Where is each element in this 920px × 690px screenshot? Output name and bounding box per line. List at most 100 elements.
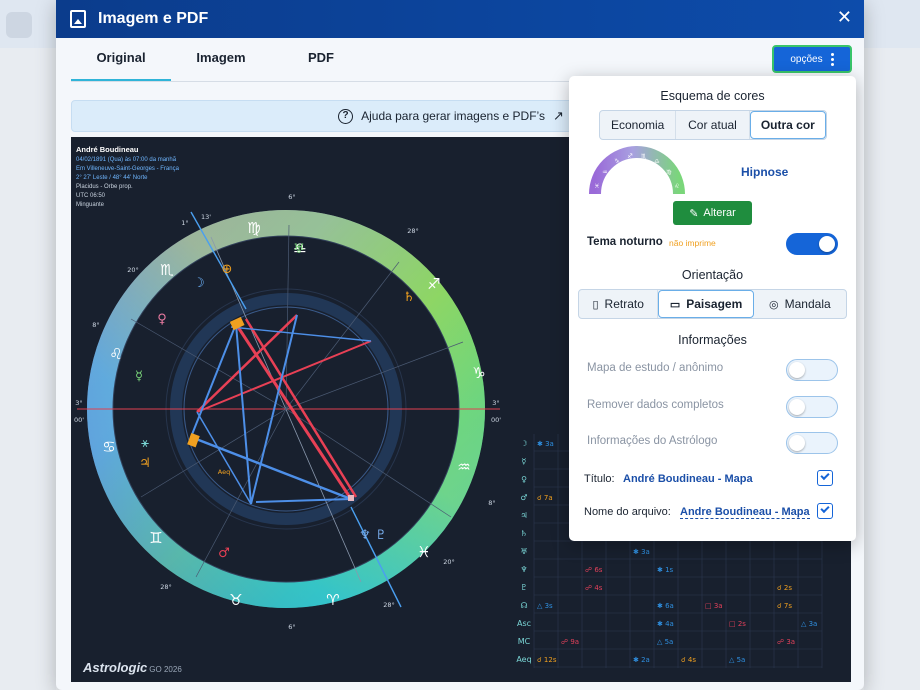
mc-degree: 6° bbox=[288, 193, 295, 201]
toggle-remover-dados[interactable] bbox=[786, 396, 838, 418]
desc-degree: 3° bbox=[492, 399, 499, 407]
toggle-label-astrologo: Informações do Astrólogo bbox=[587, 435, 718, 447]
aspect-grid-row-label: ♆ bbox=[520, 565, 527, 574]
orientation-title: Orientação bbox=[681, 268, 744, 282]
color-scheme-gauge: ♓♒ ♑ ♐ ♏ ♎ ♍♌ bbox=[589, 146, 685, 195]
landscape-icon: ▭ bbox=[669, 298, 681, 311]
aspect-grid-cell: ☍ 4s bbox=[585, 584, 603, 592]
chart-name: André Boudineau bbox=[76, 145, 139, 154]
svg-text:♀: ♀ bbox=[157, 312, 167, 327]
background-right-column bbox=[864, 48, 920, 690]
aspect-grid-row-label: Aeq bbox=[516, 655, 531, 664]
tab-pdf[interactable]: PDF bbox=[308, 50, 334, 65]
close-icon[interactable]: ✕ bbox=[836, 7, 852, 28]
svg-text:20°: 20° bbox=[443, 558, 455, 566]
night-theme-note: não imprime bbox=[669, 238, 716, 248]
aspect-grid-cell: ☍ 3a bbox=[777, 638, 795, 646]
chart-system: Placidus - Orbe prop. bbox=[76, 184, 133, 190]
copy-check-icon[interactable] bbox=[817, 470, 833, 486]
svg-text:♎: ♎ bbox=[293, 239, 306, 257]
svg-text:♓: ♓ bbox=[417, 543, 430, 561]
orientation-paisagem[interactable]: ▭ Paisagem bbox=[658, 290, 754, 318]
svg-text:♊: ♊ bbox=[149, 529, 162, 547]
aspect-grid-row-label: ♇ bbox=[520, 583, 527, 592]
aspect-grid-cell: ☍ 9a bbox=[561, 638, 579, 646]
toggle-info-astrologo[interactable] bbox=[786, 432, 838, 454]
svg-text:♑: ♑ bbox=[472, 364, 485, 382]
tab-original[interactable]: Original bbox=[71, 38, 171, 82]
chart-wheel: ♍ ♎ ♐ ♑ ♒ ♓ ♈ ♉ ♊ ♋ ♌ ♏ ☽ ⊕ ♀ ☿ ⚹ ♃ ♂ ♄ ♇ ♆ ♅ bbox=[74, 193, 501, 631]
aspect-grid-cell: ✱ 3a bbox=[537, 440, 554, 448]
orientation-selector: ▯ Retrato ▭ Paisagem ◎ Mandala bbox=[578, 289, 847, 319]
aspect-grid-cell: ☌ 2s bbox=[777, 584, 792, 592]
background-left-column bbox=[0, 12, 56, 690]
aspect-grid-row-label: Asc bbox=[517, 619, 531, 628]
alterar-button[interactable]: ✎ Alterar bbox=[673, 201, 752, 225]
question-icon: ? bbox=[338, 108, 354, 124]
svg-text:♏: ♏ bbox=[160, 261, 174, 279]
title-value[interactable]: André Boudineau - Mapa bbox=[623, 473, 753, 485]
toggle-label-estudo: Mapa de estudo / anônimo bbox=[587, 362, 724, 374]
aspect-grid-cell: ✱ 4a bbox=[657, 620, 674, 628]
options-button[interactable]: opções bbox=[772, 45, 852, 73]
svg-text:♌: ♌ bbox=[109, 345, 122, 363]
chart-date: 04/02/1891 (Qua) às 07:00 da manhã bbox=[76, 157, 177, 163]
svg-text:♋: ♋ bbox=[102, 438, 115, 456]
svg-text:13': 13' bbox=[201, 213, 211, 221]
svg-text:♓: ♓ bbox=[594, 183, 599, 190]
aspect-grid-cell: △ 5a bbox=[657, 638, 673, 646]
filename-value[interactable]: Andre Boudineau - Mapa bbox=[680, 506, 810, 519]
portrait-icon: ▯ bbox=[592, 298, 599, 311]
svg-text:♃: ♃ bbox=[139, 456, 151, 471]
aeq-label: Aeq bbox=[218, 468, 230, 476]
toggle-label-remover: Remover dados completos bbox=[587, 399, 724, 411]
help-text: Ajuda para gerar imagens e PDF’s bbox=[361, 109, 545, 123]
chart-info: André Boudineau 04/02/1891 (Qua) às 07:0… bbox=[76, 145, 179, 210]
external-arrow-icon: ↗ bbox=[552, 108, 564, 124]
svg-text:♐: ♐ bbox=[627, 153, 632, 160]
modal-title: Imagem e PDF bbox=[98, 10, 209, 27]
tab-imagem[interactable]: Imagem bbox=[196, 50, 246, 65]
svg-text:♌: ♌ bbox=[674, 183, 679, 190]
svg-text:28°: 28° bbox=[160, 583, 172, 591]
svg-text:♒: ♒ bbox=[457, 458, 470, 476]
mandala-icon: ◎ bbox=[769, 298, 779, 311]
tab-bar: Original Imagem PDF bbox=[71, 38, 864, 82]
svg-text:♄: ♄ bbox=[403, 290, 415, 305]
svg-text:♍: ♍ bbox=[247, 219, 260, 237]
tab-divider bbox=[71, 81, 851, 82]
copy-check-icon[interactable] bbox=[817, 503, 833, 519]
scheme-name: Hipnose bbox=[741, 165, 789, 179]
aspect-grid-cell: ✱ 3a bbox=[633, 548, 650, 556]
svg-text:20°: 20° bbox=[127, 266, 139, 274]
aspect-grid-cell: △ 3a bbox=[801, 620, 817, 628]
scheme-outra-cor[interactable]: Outra cor bbox=[749, 111, 826, 139]
chart-moon-phase: Minguante bbox=[76, 202, 105, 208]
svg-text:28°: 28° bbox=[407, 227, 419, 235]
background-avatar bbox=[6, 12, 32, 38]
aspect-grid-cell: ☍ 6s bbox=[585, 566, 603, 574]
svg-text:8°: 8° bbox=[92, 321, 99, 329]
aspect-grid-row-label: ♅ bbox=[520, 547, 527, 556]
svg-text:1°: 1° bbox=[181, 219, 188, 227]
chart-place: Em Villeneuve-Saint-Georges - França bbox=[76, 166, 179, 172]
orientation-retrato[interactable]: ▯ Retrato bbox=[579, 290, 659, 318]
night-theme-toggle[interactable] bbox=[786, 233, 838, 255]
svg-text:♐: ♐ bbox=[427, 275, 440, 293]
aspect-grid-cell: ✱ 1s bbox=[657, 566, 674, 574]
help-banner[interactable]: ? Ajuda para gerar imagens e PDF’s ↗ bbox=[71, 100, 631, 132]
svg-text:♎: ♎ bbox=[654, 158, 659, 165]
scheme-cor-atual[interactable]: Cor atual bbox=[676, 111, 750, 139]
scheme-economia[interactable]: Economia bbox=[600, 111, 677, 139]
desc-minutes: 00' bbox=[491, 416, 501, 424]
aspect-grid-cell: △ 5a bbox=[729, 656, 745, 664]
color-scheme-selector: Economia Cor atual Outra cor bbox=[599, 110, 827, 140]
aspect-grid-row-label: ♂ bbox=[520, 493, 527, 502]
toggle-estudo-anonimo[interactable] bbox=[786, 359, 838, 381]
svg-text:♈: ♈ bbox=[326, 591, 339, 609]
orientation-mandala[interactable]: ◎ Mandala bbox=[769, 297, 831, 311]
modal-header: Imagem e PDF ✕ bbox=[56, 0, 864, 38]
aspect-grid-cell: ✱ 6a bbox=[657, 602, 674, 610]
kebab-menu-icon bbox=[830, 52, 834, 66]
svg-text:♏: ♏ bbox=[641, 153, 647, 160]
